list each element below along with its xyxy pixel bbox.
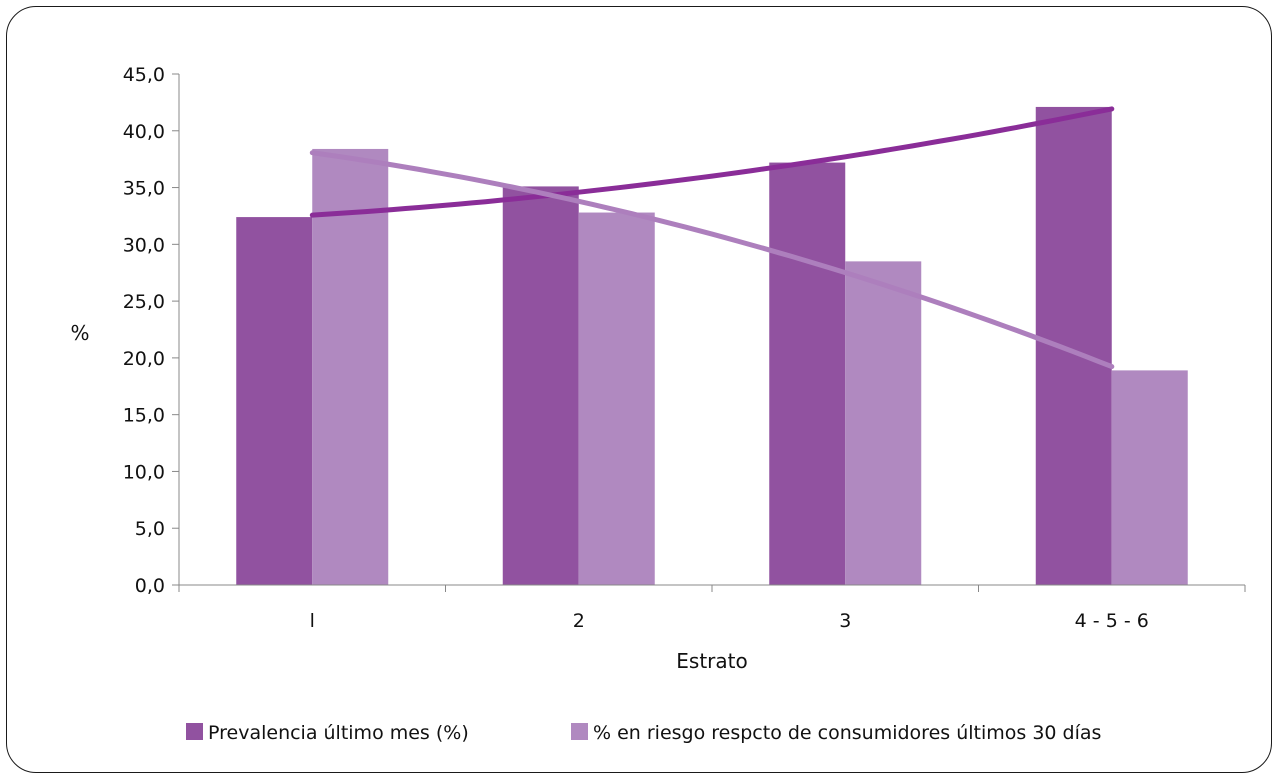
- trend-line-series-1: [309, 106, 1115, 218]
- bar-series-2: [578, 212, 655, 585]
- trend-lines: [309, 106, 1115, 370]
- bar-series-1: [236, 217, 313, 585]
- legend: Prevalencia último mes (%) % en riesgo re…: [186, 722, 1101, 744]
- y-tick-label: 30,0: [123, 234, 165, 256]
- x-tick-label: 2: [573, 610, 585, 632]
- x-tick-label: 4 - 5 - 6: [1075, 610, 1149, 632]
- y-tick-label: 5,0: [135, 518, 165, 540]
- bar-series-2: [312, 148, 389, 586]
- legend-swatch-series-2: [571, 723, 588, 740]
- trend-line-series-2: [309, 150, 1115, 370]
- legend-label-series-2: % en riesgo respcto de consumidores últi…: [593, 722, 1101, 744]
- y-tick-label: 35,0: [123, 178, 165, 200]
- y-tick-label: 10,0: [123, 461, 165, 483]
- y-tick-label: 20,0: [123, 348, 165, 370]
- chart-frame: [6, 6, 1272, 773]
- bar-series-1: [769, 162, 846, 585]
- bars: [236, 106, 1188, 586]
- y-tick-label: 40,0: [123, 121, 165, 143]
- legend-swatch-series-1: [186, 723, 203, 740]
- bar-series-2: [1111, 370, 1188, 585]
- x-axis-title: Estrato: [676, 649, 747, 673]
- y-tick-label: 15,0: [123, 405, 165, 427]
- y-tick-label: 25,0: [123, 291, 165, 313]
- bar-series-2: [845, 261, 922, 585]
- bar-series-1: [502, 186, 579, 586]
- bar-series-1: [1035, 106, 1112, 585]
- x-tick-label: l: [310, 610, 315, 632]
- x-tick-label: 3: [839, 610, 851, 632]
- x-axis: l 2 3 4 - 5 - 6: [178, 584, 1246, 632]
- y-tick-label: 0,0: [135, 575, 165, 597]
- y-tick-label: 45,0: [123, 64, 165, 86]
- legend-label-series-1: Prevalencia último mes (%): [208, 722, 469, 744]
- y-axis-title: %: [70, 321, 89, 345]
- y-axis: 0,0 5,0 10,0 15,0 20,0 25,0 30,0 35,0 40,0 45,0: [123, 64, 180, 597]
